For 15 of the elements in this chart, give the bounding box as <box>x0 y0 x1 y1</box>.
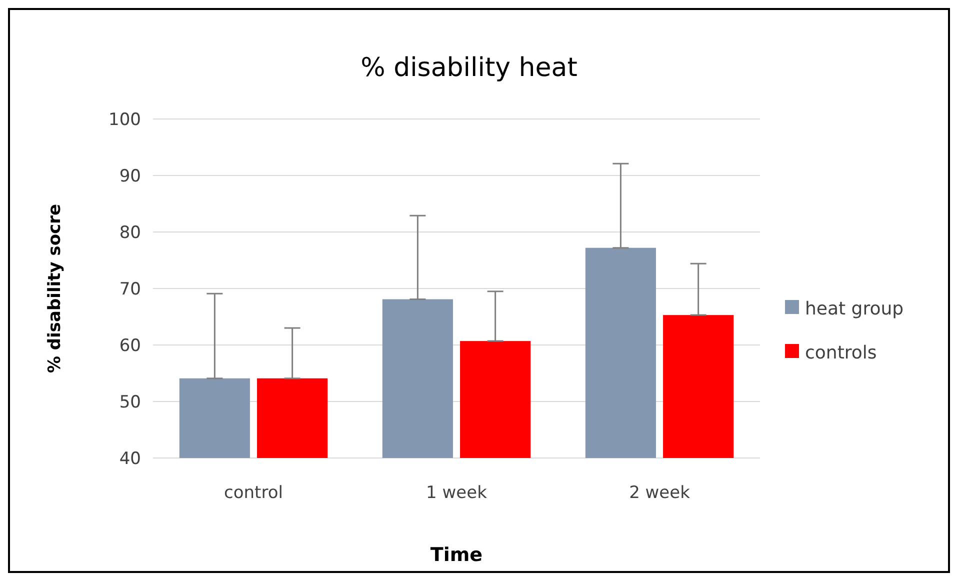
x-tick-label: control <box>224 483 283 503</box>
y-tick-label: 50 <box>119 392 141 412</box>
y-tick-label: 80 <box>119 222 141 243</box>
y-tick-label: 40 <box>119 448 141 469</box>
y-axis-title: % disability socre <box>45 204 65 374</box>
y-tick-label: 90 <box>119 166 141 186</box>
x-tick-label: 1 week <box>426 483 488 503</box>
chart-title: % disability heat <box>360 53 578 83</box>
legend-label: heat group <box>805 298 904 320</box>
x-axis-title: Time <box>430 544 483 566</box>
x-tick-label: 2 week <box>629 483 690 503</box>
y-tick-label: 70 <box>119 279 141 300</box>
y-tick-label: 60 <box>119 336 141 356</box>
y-tick-label: 100 <box>108 110 141 130</box>
legend-label: controls <box>805 342 877 364</box>
